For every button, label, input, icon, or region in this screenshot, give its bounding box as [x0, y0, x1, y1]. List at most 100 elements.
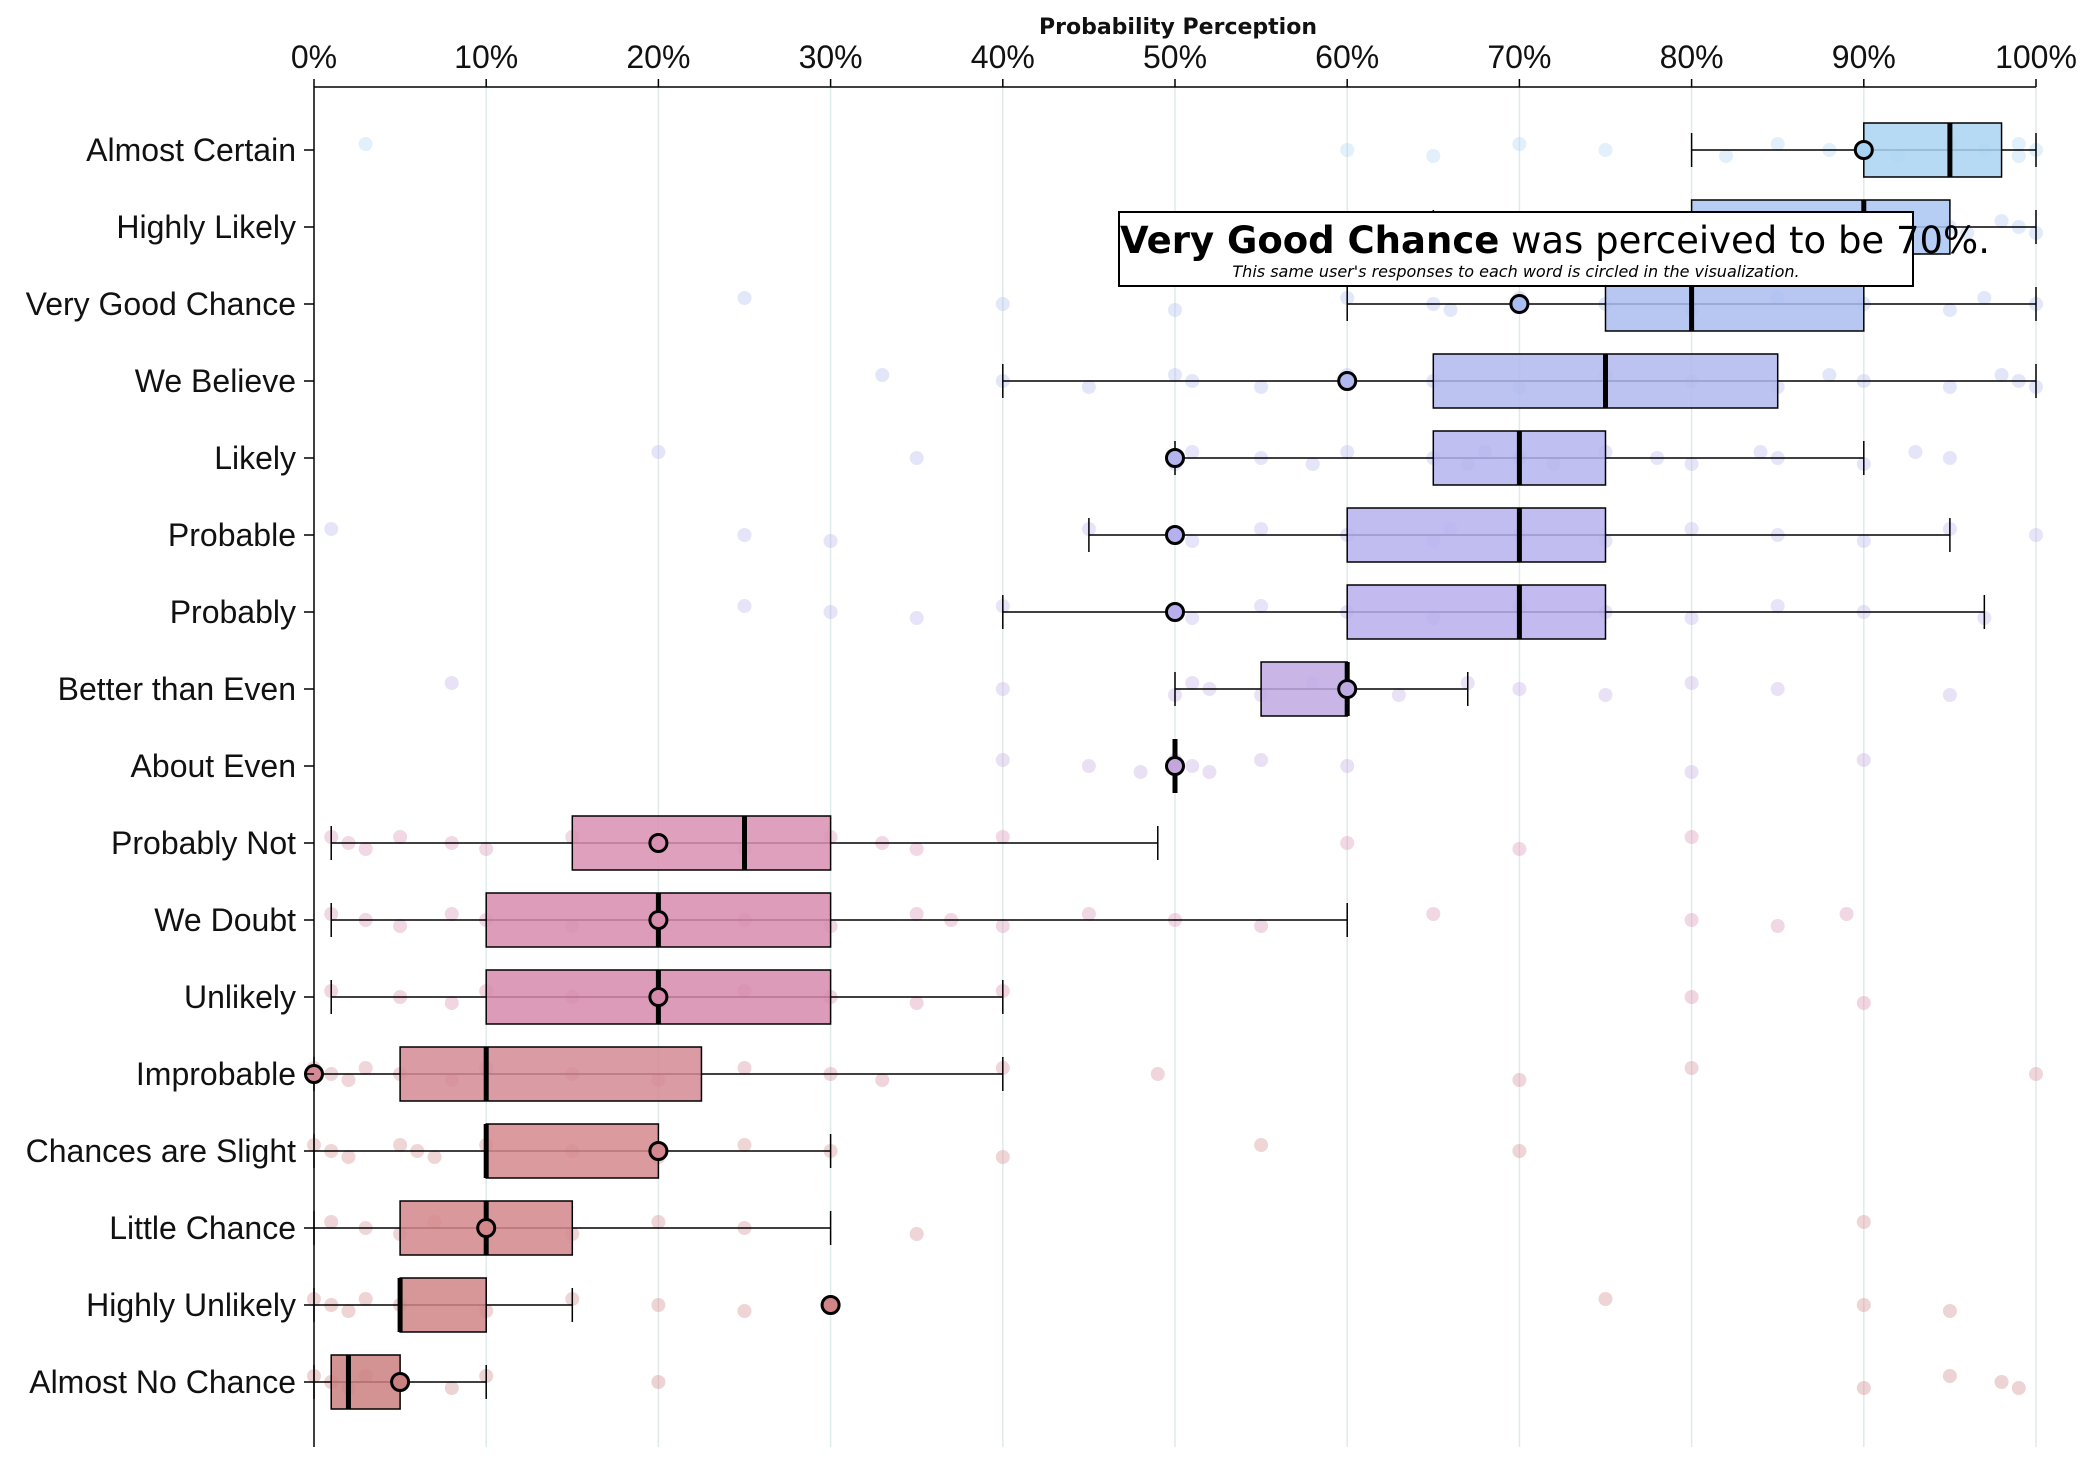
response-point: [427, 1150, 442, 1164]
response-point: [1512, 1073, 1527, 1087]
response-point: [1185, 676, 1200, 690]
tooltip-box: Very Good Chance was perceived to be 70%…: [1118, 211, 1990, 287]
category-label: Little Chance: [109, 1210, 296, 1246]
response-point: [995, 682, 1010, 696]
response-point: [1684, 830, 1699, 844]
response-point: [393, 830, 408, 844]
response-point: [1254, 753, 1269, 767]
response-point: [1942, 380, 1957, 394]
box-iqr: [399, 1277, 487, 1333]
response-point: [1994, 214, 2009, 228]
response-point: [1856, 1381, 1871, 1395]
response-point: [1150, 1067, 1165, 1081]
user-response-marker: [1337, 371, 1358, 391]
response-point: [341, 1304, 356, 1318]
box-iqr: [1863, 122, 2003, 178]
response-point: [2029, 528, 2043, 542]
response-point: [1426, 907, 1441, 921]
response-point: [1908, 445, 1923, 459]
response-point: [1822, 368, 1837, 382]
response-point: [1684, 765, 1699, 779]
response-point: [1942, 451, 1957, 465]
x-tick-label-1: 10%: [454, 39, 518, 75]
response-point: [737, 528, 752, 542]
response-point: [1185, 445, 1200, 459]
box-iqr: [1260, 661, 1348, 717]
x-tick-label-0: 0%: [291, 39, 337, 75]
x-tick-label-6: 60%: [1315, 39, 1379, 75]
user-response-marker: [1337, 679, 1358, 699]
response-point: [1254, 599, 1269, 613]
response-point: [1340, 445, 1355, 459]
response-point: [1994, 368, 2009, 382]
response-point: [1081, 907, 1096, 921]
response-point: [358, 1292, 373, 1306]
response-point: [823, 605, 838, 619]
response-point: [1684, 990, 1699, 1004]
category-labels: Almost Certain Highly Likely Very Good Cha…: [26, 132, 314, 1400]
response-point: [651, 1215, 666, 1229]
response-point: [1305, 457, 1320, 471]
response-point: [2011, 137, 2026, 151]
box-plots: [304, 122, 2037, 1410]
response-point: [358, 842, 373, 856]
response-point: [737, 1304, 752, 1318]
response-point: [1391, 688, 1406, 702]
response-point: [1856, 996, 1871, 1010]
response-point: [1340, 143, 1355, 157]
response-point: [875, 1073, 890, 1087]
response-point: [1185, 611, 1200, 625]
chart-title: Probability Perception: [1039, 15, 1317, 40]
response-point: [444, 996, 459, 1010]
response-point: [1994, 1375, 2009, 1389]
user-response-marker: [476, 1218, 497, 1238]
box-iqr: [399, 1046, 703, 1102]
response-point: [1168, 303, 1182, 317]
response-point: [737, 1061, 752, 1075]
user-response-marker: [1853, 140, 1874, 160]
box-iqr: [1346, 584, 1607, 640]
response-point: [1202, 765, 1217, 779]
response-point: [909, 996, 924, 1010]
response-point: [1081, 759, 1096, 773]
tooltip-word: Very Good Chance: [1120, 219, 1500, 262]
response-point: [1684, 1061, 1699, 1075]
x-tick-label-8: 80%: [1660, 39, 1724, 75]
response-point: [995, 919, 1010, 933]
user-response-marker: [1165, 448, 1185, 468]
user-response-marker: [648, 1141, 669, 1161]
x-tick-label-5: 50%: [1143, 39, 1207, 75]
box-iqr: [485, 1123, 660, 1179]
response-point: [1942, 688, 1957, 702]
user-response-marker: [820, 1295, 841, 1315]
user-response-marker: [1165, 756, 1185, 776]
response-point: [444, 907, 459, 921]
response-point: [1254, 522, 1269, 536]
response-point: [1684, 457, 1699, 471]
category-label: Almost Certain: [86, 132, 296, 168]
user-response-marker: [390, 1372, 411, 1392]
category-label: Improbable: [136, 1056, 296, 1092]
category-label: We Doubt: [154, 902, 296, 938]
category-label: Almost No Chance: [29, 1364, 296, 1400]
user-response-marker: [1165, 602, 1185, 622]
response-point: [995, 830, 1010, 844]
category-label: About Even: [131, 748, 296, 784]
response-point: [1598, 1292, 1613, 1306]
response-point: [651, 1298, 666, 1312]
response-point: [1598, 688, 1613, 702]
response-point: [444, 1381, 459, 1395]
response-point: [1684, 676, 1699, 690]
response-point: [1770, 599, 1785, 613]
response-point: [737, 1138, 752, 1152]
response-point: [1770, 919, 1785, 933]
category-label: Better than Even: [58, 671, 296, 707]
response-point: [823, 534, 838, 548]
response-point: [2029, 1067, 2043, 1081]
category-label: Highly Likely: [116, 209, 296, 245]
response-point: [651, 445, 666, 459]
response-point: [1185, 759, 1200, 773]
category-label: Probable: [168, 517, 296, 553]
response-point: [1719, 149, 1734, 163]
